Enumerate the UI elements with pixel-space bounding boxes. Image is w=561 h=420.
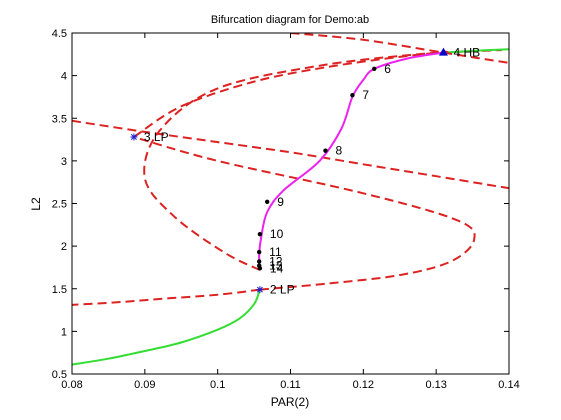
- point-marker: [264, 199, 270, 204]
- point-marker: [257, 231, 263, 237]
- bifurcation-point-2: 3 LP: [130, 130, 169, 144]
- point-label: 7: [362, 88, 369, 102]
- point-label: 2 LP: [270, 283, 295, 297]
- bifurcation-point-10: 12: [256, 254, 283, 268]
- x-tick-label: 0.11: [280, 379, 301, 391]
- y-tick-label: 4.5: [52, 28, 67, 40]
- point-label: 12: [269, 254, 283, 268]
- x-tick-label: 0.12: [353, 379, 374, 391]
- x-tick-label: 0.09: [134, 379, 155, 391]
- branch-unstable-5: [143, 50, 448, 271]
- point-marker: [350, 93, 355, 98]
- chart-title: Bifurcation diagram for Demo:ab: [211, 14, 369, 26]
- point-marker: [372, 66, 377, 72]
- branch-unstable-1: [133, 136, 476, 291]
- branch-unstable-6: [72, 119, 509, 190]
- y-tick-label: 4: [61, 71, 67, 83]
- point-label: 11: [269, 245, 282, 259]
- bifurcation-point-1: 2 LP: [256, 283, 295, 297]
- point-label: 13: [269, 259, 283, 273]
- y-tick-label: 2.5: [52, 199, 67, 211]
- x-axis-label: PAR(2): [271, 395, 309, 409]
- point-marker: [256, 249, 262, 255]
- point-marker: [438, 47, 448, 56]
- y-tick-label: 1.5: [52, 284, 67, 296]
- bifurcation-point-7: 9: [264, 195, 284, 209]
- bifurcation-point-12: 14: [257, 261, 284, 275]
- x-tick-label: 0.13: [425, 379, 446, 391]
- point-marker: [323, 148, 328, 153]
- branch-unstable-4: [72, 288, 261, 306]
- point-marker: [256, 286, 264, 294]
- bifurcation-point-3: 4 HB: [438, 46, 480, 60]
- branch-stable-3: [443, 48, 509, 54]
- y-axis-label: L2: [29, 197, 43, 211]
- bifurcation-point-6: 8: [323, 144, 342, 158]
- point-marker: [256, 259, 262, 264]
- point-label: 3 LP: [144, 130, 169, 144]
- point-label: 6: [384, 62, 391, 76]
- bifurcation-point-8: 10: [257, 227, 284, 241]
- y-tick-label: 1: [61, 326, 67, 338]
- point-marker: [130, 133, 138, 141]
- x-tick-label: 0.14: [498, 379, 519, 391]
- y-tick-label: 3.5: [52, 113, 67, 125]
- point-marker: [257, 266, 263, 271]
- bifurcation-point-5: 7: [350, 88, 369, 102]
- point-label: 4 HB: [453, 46, 480, 60]
- x-tick-label: 0.08: [61, 379, 82, 391]
- x-tick-label: 0.1: [210, 379, 225, 391]
- bifurcation-point-9: 11: [256, 245, 282, 259]
- point-label: 14: [270, 261, 284, 275]
- branch-stable-0: [72, 289, 261, 366]
- y-tick-label: 0.5: [52, 369, 67, 381]
- point-label: 9: [277, 195, 284, 209]
- y-tick-label: 2: [61, 241, 67, 253]
- y-tick-label: 3: [61, 156, 67, 168]
- bifurcation-point-4: 6: [372, 62, 391, 76]
- point-label: 8: [335, 144, 342, 158]
- point-label: 10: [270, 227, 284, 241]
- ticks-layer: 0.08 0.09 0.1 0.11 0.12 0.13 0.14 0.5 1 1.5 2 2.5 3 3…: [52, 28, 520, 391]
- branch-periodic-8: [258, 51, 444, 270]
